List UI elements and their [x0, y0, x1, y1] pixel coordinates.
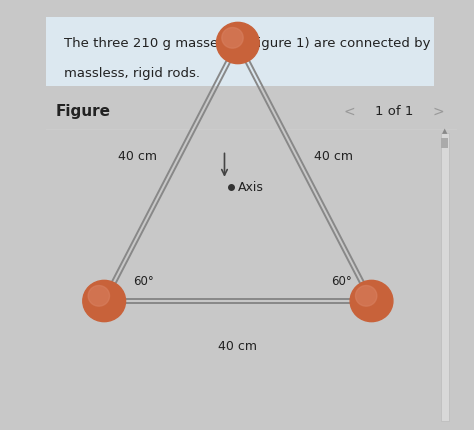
Text: 40 cm: 40 cm: [314, 150, 353, 163]
Text: <: <: [344, 105, 355, 119]
Text: Figure: Figure: [55, 104, 110, 119]
Text: The three 210 g masses in (Figure 1) are connected by: The three 210 g masses in (Figure 1) are…: [64, 37, 430, 49]
Circle shape: [350, 280, 393, 322]
Text: 40 cm: 40 cm: [219, 340, 257, 353]
Text: Axis: Axis: [238, 181, 264, 194]
Text: 1 of 1: 1 of 1: [374, 105, 413, 118]
Text: >: >: [433, 105, 444, 119]
Bar: [441, 133, 448, 421]
Text: massless, rigid rods.: massless, rigid rods.: [64, 67, 200, 80]
Circle shape: [88, 286, 109, 306]
Circle shape: [222, 28, 243, 48]
Circle shape: [356, 286, 377, 306]
Text: 60°: 60°: [133, 275, 154, 288]
Text: ▲: ▲: [442, 128, 447, 134]
Text: 40 cm: 40 cm: [118, 150, 157, 163]
FancyBboxPatch shape: [46, 17, 434, 86]
Circle shape: [217, 22, 259, 64]
Bar: [441, 138, 448, 148]
Circle shape: [83, 280, 126, 322]
Text: 60°: 60°: [331, 275, 351, 288]
